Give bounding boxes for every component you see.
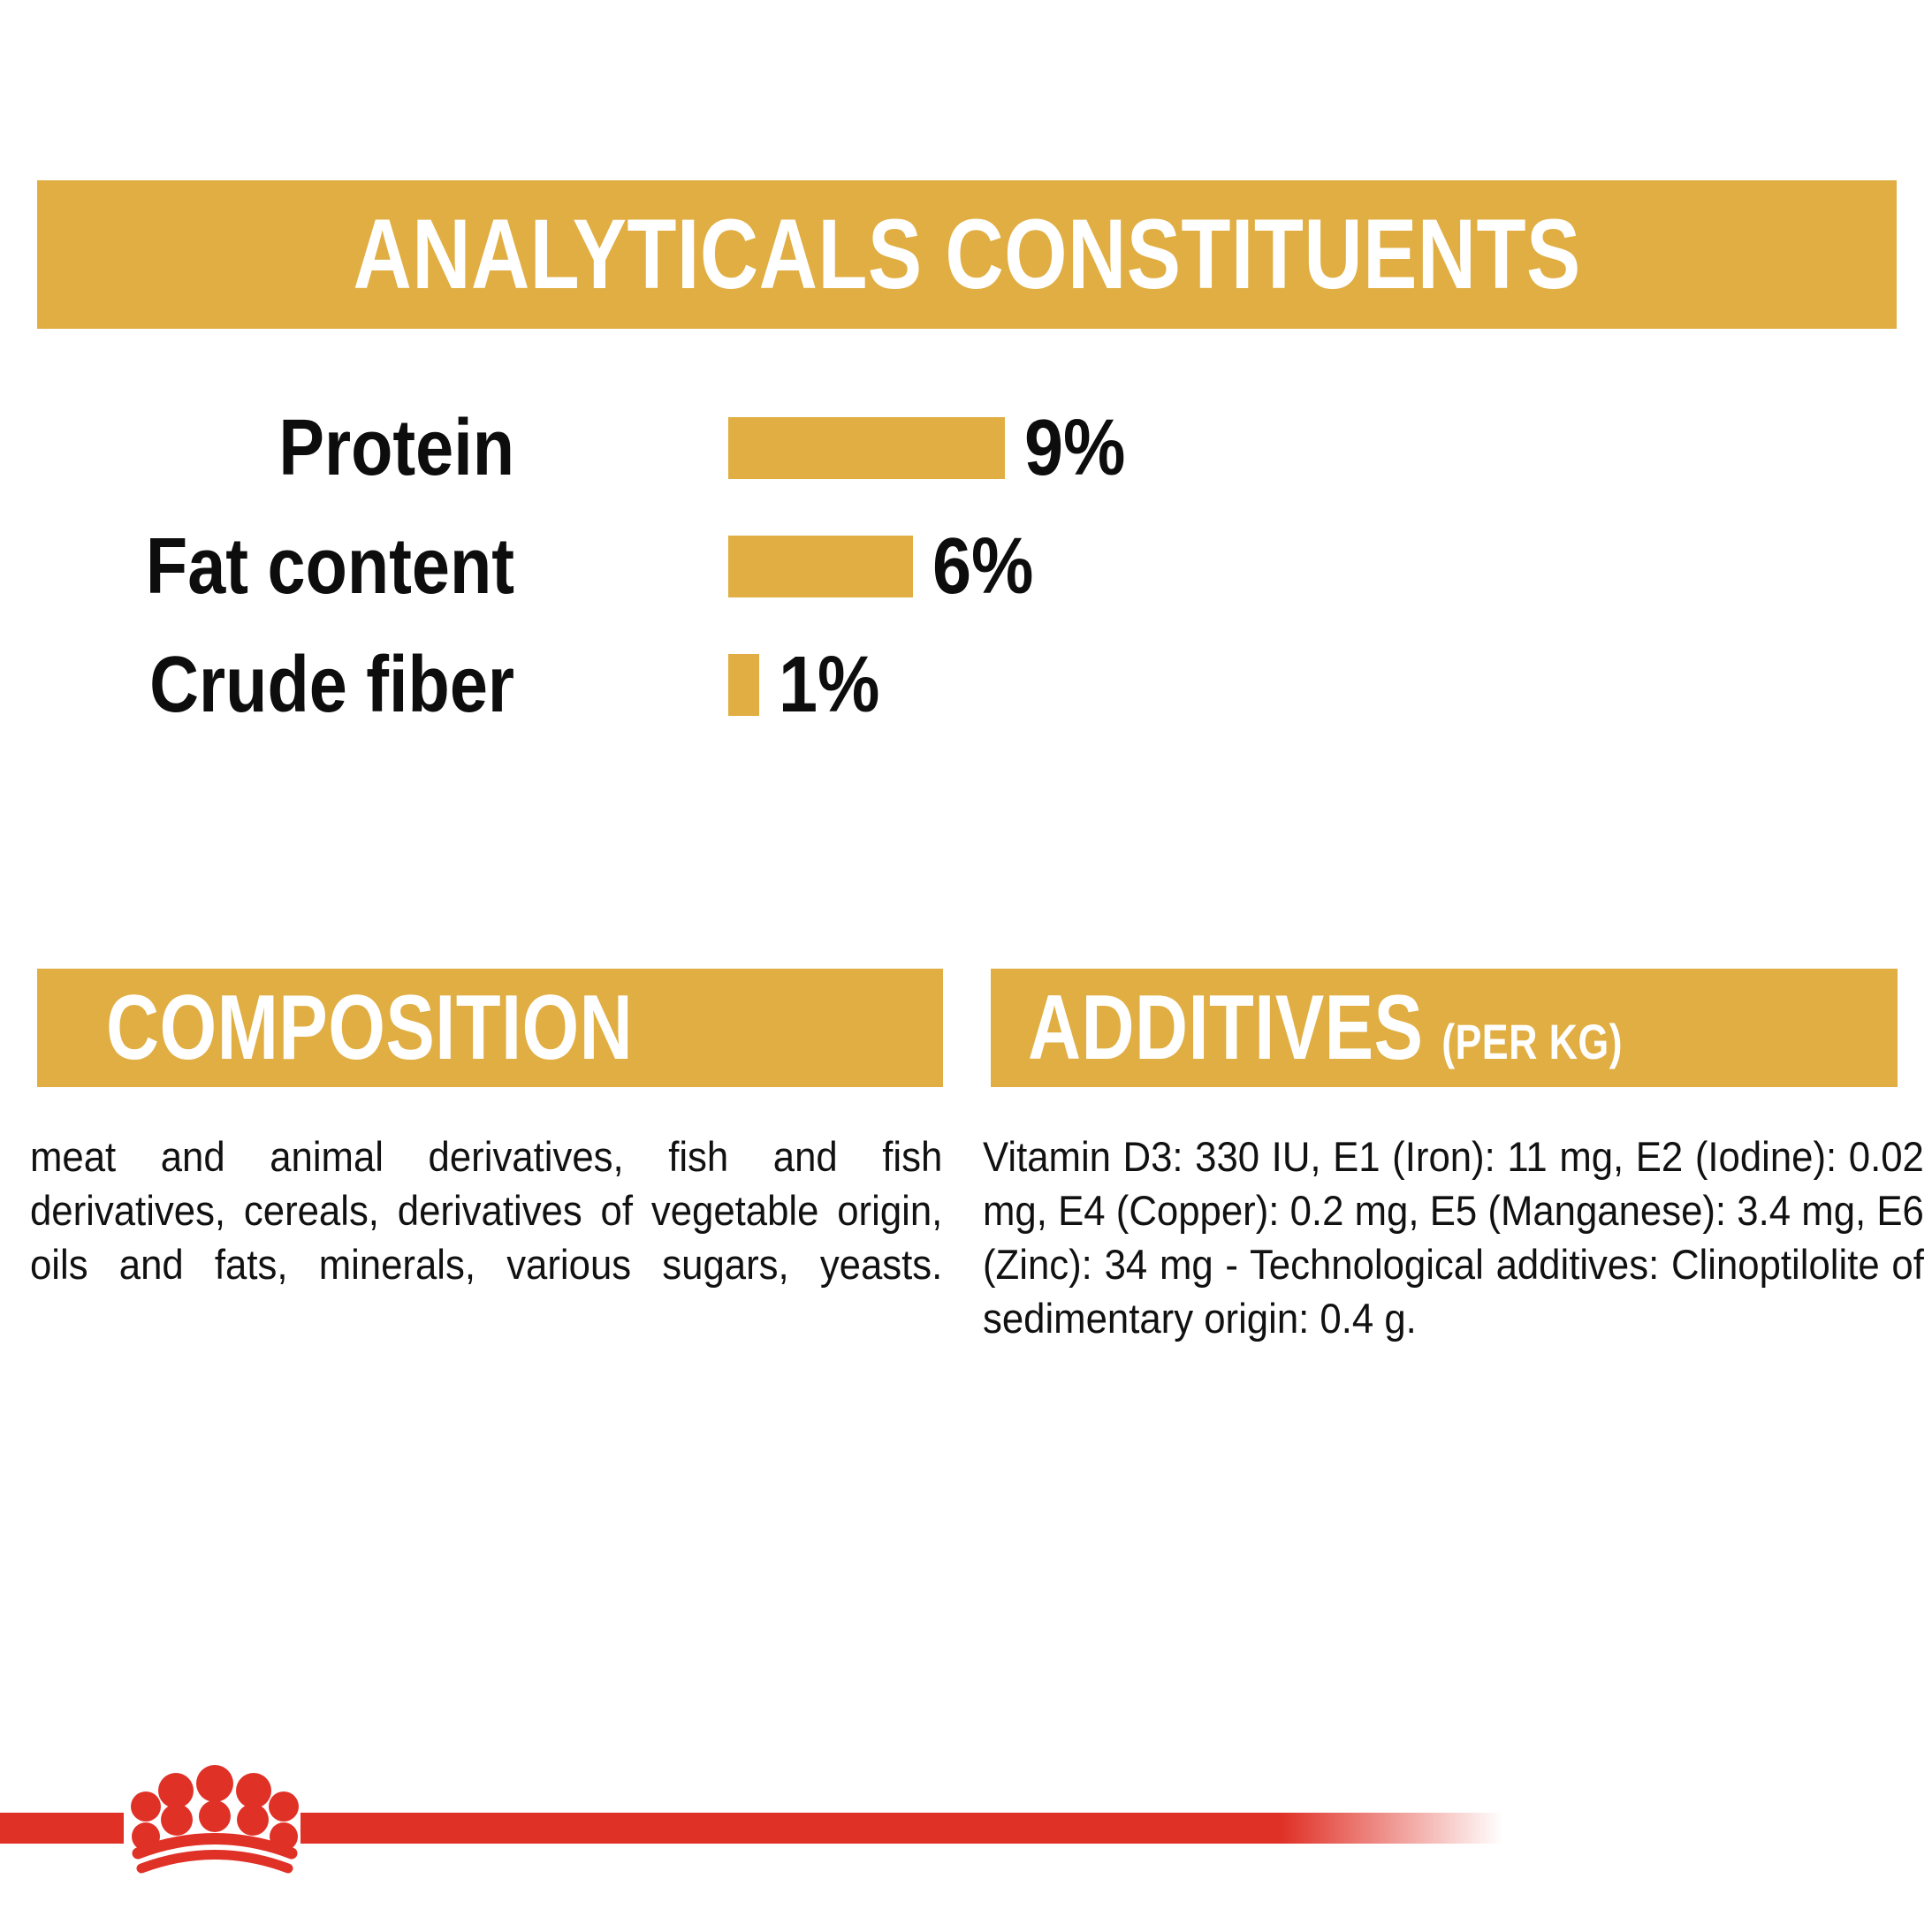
constituent-label-protein: Protein: [278, 404, 514, 492]
constituent-bar-group-crude-fiber: 1%: [728, 645, 894, 725]
additives-banner: ADDITIVES (per kg): [991, 969, 1898, 1087]
constituent-label-crude-fiber: Crude fiber: [149, 641, 514, 729]
analyticals-constituents-banner: ANALYTICALS CONSTITUENTS: [37, 180, 1897, 329]
constituent-value-fat-content: 6%: [932, 522, 1034, 611]
composition-body-text: meat and animal derivatives, fish and fi…: [30, 1133, 943, 1289]
constituent-bar-protein: [728, 417, 1006, 479]
additives-body-text: Vitamin D3: 330 IU, E1 (Iron): 11 mg, E2…: [983, 1133, 1924, 1343]
constituent-row-fat-content: Fat content 6%: [0, 507, 1932, 626]
additives-heading: ADDITIVES: [1028, 977, 1424, 1079]
constituent-bar-fat-content: [728, 536, 913, 597]
constituent-bar-group-fat-content: 6%: [728, 527, 1047, 606]
royal-canin-crown-icon: [131, 1764, 299, 1875]
constituent-bar-crude-fiber: [728, 654, 759, 716]
constituents-chart: Protein 9% Fat content 6% Crude fiber 1%: [0, 389, 1932, 744]
constituent-bar-group-protein: 9%: [728, 408, 1139, 488]
constituent-value-crude-fiber: 1%: [778, 641, 880, 729]
composition-banner: COMPOSITION: [37, 969, 943, 1087]
analyticals-constituents-heading: ANALYTICALS CONSTITUENTS: [353, 199, 1581, 309]
constituent-value-protein: 9%: [1024, 404, 1126, 492]
footer-red-rule: [0, 1813, 1932, 1844]
composition-heading: COMPOSITION: [106, 977, 634, 1079]
constituent-row-protein: Protein 9%: [0, 389, 1932, 507]
additives-subheading-per-kg: (per kg): [1441, 1014, 1623, 1069]
constituent-label-fat-content: Fat content: [145, 522, 515, 611]
constituent-row-crude-fiber: Crude fiber 1%: [0, 626, 1932, 744]
additives-heading-group: ADDITIVES (per kg): [1028, 982, 1623, 1074]
